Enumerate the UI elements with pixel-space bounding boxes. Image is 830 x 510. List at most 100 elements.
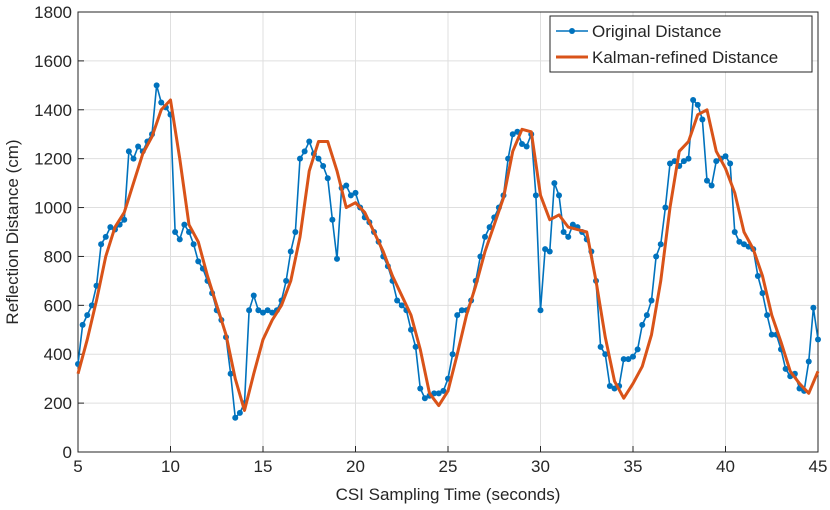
y-tick-label: 400	[44, 345, 72, 364]
data-point	[458, 307, 465, 314]
data-point	[449, 351, 456, 358]
y-tick-label: 1400	[34, 101, 72, 120]
data-point	[768, 331, 775, 338]
data-point	[190, 241, 197, 248]
data-point	[546, 248, 553, 255]
data-point	[560, 229, 567, 235]
data-point	[227, 370, 234, 377]
data-point	[417, 385, 424, 392]
data-point	[315, 155, 322, 162]
y-tick-label: 600	[44, 296, 72, 315]
legend-label: Original Distance	[592, 22, 721, 41]
data-point	[102, 233, 109, 240]
x-tick-label: 5	[73, 457, 82, 476]
data-point	[722, 153, 729, 160]
data-point	[625, 356, 632, 363]
x-tick-label: 35	[624, 457, 643, 476]
y-tick-label: 1200	[34, 150, 72, 169]
data-point	[158, 99, 165, 106]
data-point	[805, 358, 812, 365]
data-point	[662, 204, 669, 211]
data-point	[250, 292, 257, 299]
y-tick-label: 0	[63, 443, 72, 462]
data-point	[287, 248, 294, 255]
data-point	[121, 216, 128, 223]
data-point	[181, 221, 188, 228]
data-point	[704, 177, 710, 184]
data-point	[431, 390, 438, 397]
data-point	[292, 229, 299, 235]
y-tick-label: 200	[44, 394, 72, 413]
data-point	[602, 351, 609, 358]
x-axis-label: CSI Sampling Time (seconds)	[336, 485, 561, 504]
data-point	[260, 309, 266, 316]
data-point	[301, 148, 308, 155]
data-point	[269, 309, 276, 316]
data-point	[569, 221, 576, 228]
y-tick-label: 800	[44, 247, 72, 266]
data-point	[731, 229, 738, 235]
data-point	[597, 343, 604, 350]
data-point	[643, 312, 650, 319]
data-point	[454, 312, 461, 319]
series-line	[76, 98, 820, 412]
data-point	[84, 312, 91, 319]
data-point	[153, 82, 160, 89]
data-point	[736, 238, 743, 245]
x-tick-label: 15	[254, 457, 273, 476]
data-point	[246, 307, 253, 314]
data-point	[320, 163, 327, 169]
data-point	[421, 395, 428, 402]
data-point	[255, 307, 262, 314]
data-point	[523, 143, 530, 150]
legend-box	[549, 15, 813, 73]
data-point	[486, 224, 493, 231]
data-point	[741, 241, 747, 248]
data-point	[135, 143, 142, 150]
data-point	[324, 175, 331, 182]
data-point	[98, 241, 105, 248]
data-point	[352, 189, 359, 196]
axes-box	[77, 11, 819, 453]
data-point	[680, 158, 687, 165]
data-point	[509, 131, 516, 138]
data-point	[79, 321, 86, 328]
data-point	[236, 409, 243, 416]
data-point	[297, 155, 303, 162]
data-point	[343, 182, 350, 189]
data-point	[283, 277, 290, 284]
data-point	[699, 116, 706, 123]
data-point	[172, 229, 179, 235]
y-tick-label: 1000	[34, 199, 72, 218]
data-point	[435, 390, 442, 397]
data-point	[408, 326, 414, 333]
data-point	[232, 414, 239, 421]
data-point	[630, 353, 636, 360]
data-point	[639, 321, 646, 328]
x-tick-label: 40	[716, 457, 735, 476]
data-point	[634, 346, 641, 353]
data-point	[556, 192, 562, 199]
data-point	[810, 304, 817, 311]
data-point	[329, 216, 336, 223]
data-point	[264, 307, 271, 314]
data-point	[537, 307, 544, 314]
data-point	[708, 182, 715, 189]
data-point	[551, 180, 558, 187]
data-point	[195, 258, 202, 265]
data-point	[667, 160, 673, 167]
x-tick-label: 10	[161, 457, 180, 476]
data-point	[347, 192, 354, 199]
data-point	[542, 246, 549, 253]
x-tick-label: 25	[439, 457, 458, 476]
data-point	[759, 290, 766, 297]
data-point	[176, 236, 183, 243]
data-point	[398, 302, 405, 309]
y-axis-label: Reflection Distance (cm)	[3, 139, 22, 324]
data-point	[565, 233, 572, 240]
legend-marker	[569, 28, 575, 34]
legend-label: Kalman-refined Distance	[592, 48, 778, 67]
data-point	[657, 241, 664, 248]
data-point	[394, 297, 401, 304]
